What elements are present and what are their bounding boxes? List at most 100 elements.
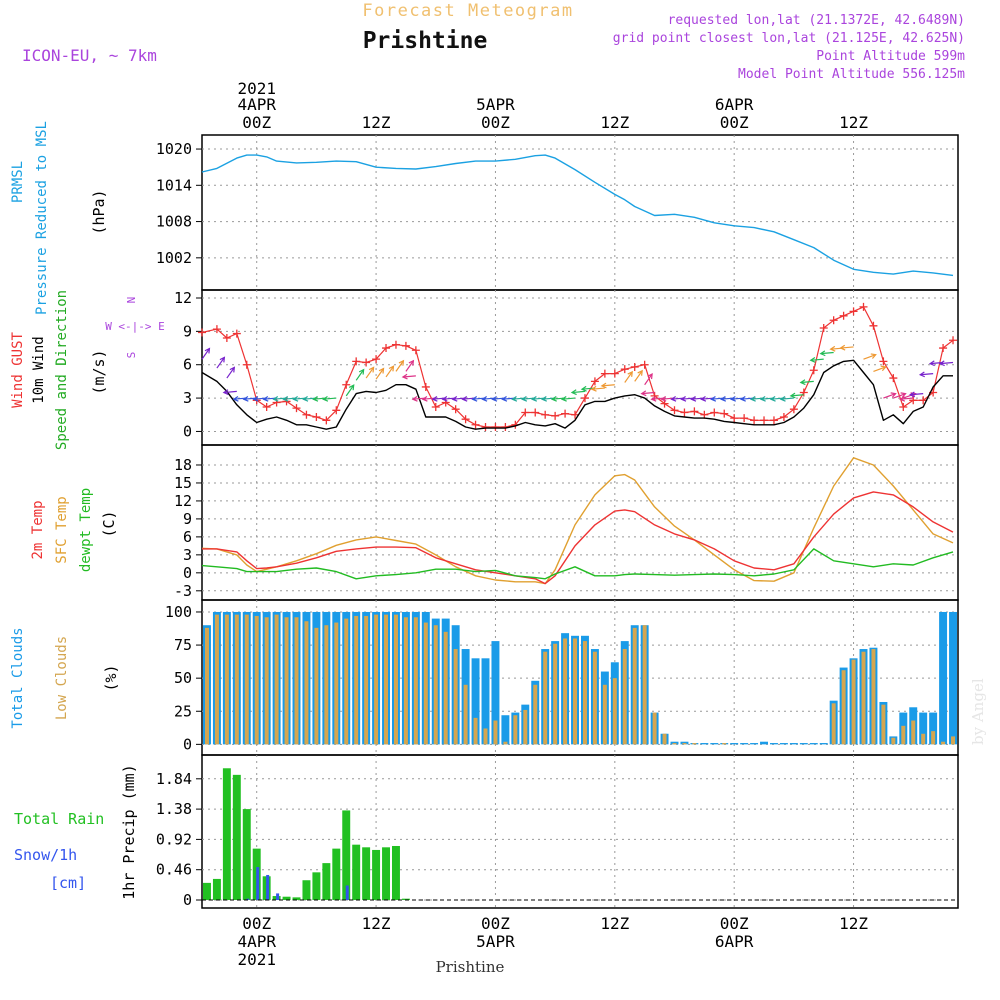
gust-marker	[889, 374, 898, 383]
y-tick-label: 18	[174, 456, 192, 474]
wind-arrow-head	[789, 392, 796, 399]
sfc-temp-line	[201, 457, 954, 585]
gust-marker	[909, 396, 918, 405]
wind-arrow-head	[769, 395, 776, 402]
low-cloud-bar	[523, 709, 528, 745]
low-cloud-bar	[582, 641, 587, 745]
wind-arrow-head	[282, 395, 289, 402]
bottom-time-label: 00Z	[481, 914, 510, 933]
total-cloud-bar	[939, 611, 948, 745]
low-cloud-bar	[393, 614, 398, 745]
low-cloud-bar	[861, 651, 866, 745]
gust-marker	[481, 422, 490, 431]
bottom-time-label: 12Z	[600, 914, 629, 933]
low-cloud-bar	[573, 638, 578, 745]
low-cloud-bar	[951, 736, 956, 745]
wind-arrow-head	[928, 360, 935, 367]
wind-direction-arrow	[562, 397, 576, 400]
low-cloud-bar	[851, 659, 856, 745]
snow-bar	[266, 874, 270, 900]
wind-arrow-head	[252, 395, 259, 402]
wind-direction-arrow	[345, 384, 355, 397]
low-cloud-bar	[214, 614, 219, 745]
low-cloud-bar	[692, 743, 697, 745]
low-cloud-bar	[553, 643, 558, 745]
compass-ew-label: W <-|-> E	[105, 320, 165, 333]
total-cloud-bar	[750, 743, 759, 745]
wind-arrow-head	[829, 345, 836, 352]
low-cloud-bar	[543, 651, 548, 745]
y-tick-label: 0.92	[156, 830, 192, 848]
low-cloud-bar	[921, 733, 926, 745]
wind-direction-arrow	[840, 346, 854, 349]
low-cloud-bar	[384, 614, 389, 745]
gust-marker	[332, 406, 341, 415]
top-year-label: 2021	[237, 79, 276, 98]
gust-marker	[779, 412, 788, 421]
panel-frame-pressure	[201, 134, 959, 291]
low-cloud-bar	[672, 743, 677, 745]
y-tick-label: 6	[183, 356, 192, 374]
compass-north-label: N	[125, 297, 138, 304]
low-cloud-bar	[503, 741, 508, 745]
snow-bar	[246, 898, 250, 900]
total-cloud-bar	[760, 741, 768, 745]
wind-arrow-head	[441, 395, 448, 402]
total-cloud-bar	[700, 743, 709, 745]
wind-arrow-head	[739, 395, 746, 402]
gust-marker	[789, 405, 798, 414]
top-time-label: 00Z	[481, 113, 510, 132]
wind-arrow-head	[378, 367, 385, 374]
wind-arrow-head	[540, 395, 548, 402]
wind-arrow-head	[219, 356, 226, 363]
rain-bar	[212, 878, 221, 900]
rain-bar	[232, 774, 241, 900]
gust-marker	[441, 398, 450, 407]
wind-direction-arrow	[395, 360, 404, 372]
wind-speed-direction-label: Speed and Direction	[54, 290, 70, 450]
wind-arrow-head	[292, 395, 299, 402]
gust-marker	[362, 358, 371, 367]
low-cloud-bar	[931, 731, 936, 745]
grid-point: grid point closest lon,lat (21.125E, 42.…	[613, 31, 965, 46]
y-tick-label: 6	[183, 528, 192, 546]
panel-frame-wind	[201, 289, 959, 446]
wind-arrow-head	[348, 384, 355, 391]
gust-marker	[640, 360, 649, 369]
gust-marker	[809, 366, 818, 375]
wind-arrow-head	[368, 366, 375, 373]
y-tick-label: 12	[174, 492, 192, 510]
rain-bar	[282, 896, 291, 900]
wind-arrow-head	[600, 382, 607, 389]
gust-marker	[382, 344, 391, 353]
requested-point: requested lon,lat (21.1372E, 42.6489N)	[668, 13, 965, 28]
top-time-label: 12Z	[362, 113, 391, 132]
wind-line	[201, 359, 953, 430]
gust-marker	[899, 402, 908, 411]
rain-bar	[332, 848, 341, 900]
gust-marker	[829, 316, 838, 325]
wind-arrow-head	[232, 395, 239, 402]
wind-direction-arrow	[226, 367, 235, 379]
gust-marker	[451, 405, 460, 414]
dewpt-temp-label: dewpt Temp	[78, 488, 94, 572]
wind-direction-arrow	[863, 354, 876, 360]
total-cloud-bar	[770, 743, 778, 745]
low-cloud-bar	[483, 728, 488, 745]
y-tick-label: 0	[183, 891, 192, 909]
y-tick-label: 0	[183, 735, 192, 753]
total-cloud-bar	[710, 743, 719, 745]
low-cloud-bar	[413, 617, 418, 745]
wind-arrow-head	[890, 392, 897, 398]
model-label: ICON-EU, ~ 7km	[22, 46, 157, 65]
rain-bar	[362, 847, 371, 900]
y-tick-label: 15	[174, 474, 192, 492]
wind-direction-arrow	[900, 397, 914, 400]
wind-direction-arrow	[216, 357, 225, 369]
wind-arrow-head	[421, 395, 428, 402]
total-cloud-bar	[819, 743, 828, 745]
wind-arrow-head	[222, 389, 229, 396]
total-cloud-bar	[929, 712, 938, 745]
wind-arrow-head	[809, 357, 816, 363]
